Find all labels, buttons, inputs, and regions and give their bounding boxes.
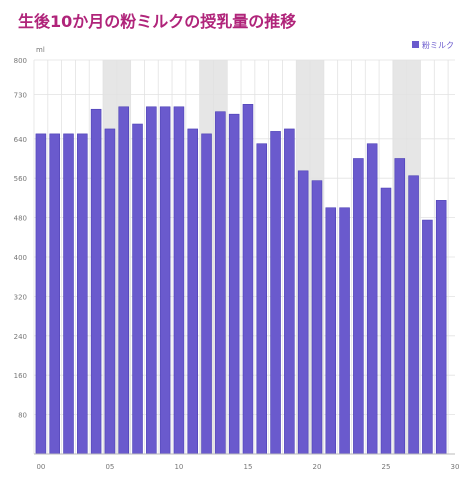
bar [63, 133, 74, 455]
bar [90, 108, 102, 455]
bar [353, 158, 364, 455]
bar [77, 133, 88, 455]
bar [49, 133, 60, 455]
x-tick-label: 15 [243, 463, 252, 471]
x-tick-label: 05 [105, 463, 114, 471]
bar [297, 170, 309, 455]
y-tick-label: 800 [14, 57, 27, 65]
bar [173, 106, 185, 455]
y-axis-unit-label: ml [36, 46, 45, 54]
y-tick-label: 640 [14, 136, 27, 144]
legend-label: 粉ミルク [422, 40, 454, 50]
bar [339, 207, 350, 455]
y-tick-label: 560 [14, 175, 27, 183]
bar [201, 133, 212, 455]
x-tick-label: 10 [174, 463, 183, 471]
bar [366, 143, 378, 455]
bar [380, 187, 392, 455]
bar [270, 131, 281, 455]
y-tick-label: 320 [14, 293, 27, 301]
y-tick-label: 240 [14, 333, 27, 341]
x-tick-label: 00 [36, 463, 45, 471]
y-tick-label: 80 [18, 412, 27, 420]
x-tick-label: 20 [313, 463, 322, 471]
legend-swatch [412, 41, 419, 48]
bar [408, 175, 419, 455]
x-tick-label: 25 [382, 463, 391, 471]
bar [311, 180, 323, 455]
y-tick-label: 160 [14, 372, 27, 380]
bar [228, 113, 240, 455]
bar [215, 111, 226, 455]
y-tick-label: 400 [14, 254, 27, 262]
bar [104, 128, 116, 455]
x-tick-label: 30 [451, 463, 460, 471]
bar [242, 104, 254, 455]
bar [159, 106, 171, 455]
bar [118, 106, 129, 455]
y-tick-label: 480 [14, 215, 27, 223]
bar [284, 128, 295, 455]
bar [187, 128, 199, 455]
y-tick-label: 730 [14, 91, 27, 99]
bar [422, 219, 433, 455]
bar [132, 123, 143, 455]
bar [146, 106, 157, 455]
bar [35, 133, 47, 455]
chart-title: 生後10か月の粉ミルクの授乳量の推移 [18, 12, 297, 31]
bar [435, 200, 447, 455]
bar [256, 143, 268, 455]
bar [325, 207, 337, 455]
bar [394, 158, 406, 455]
